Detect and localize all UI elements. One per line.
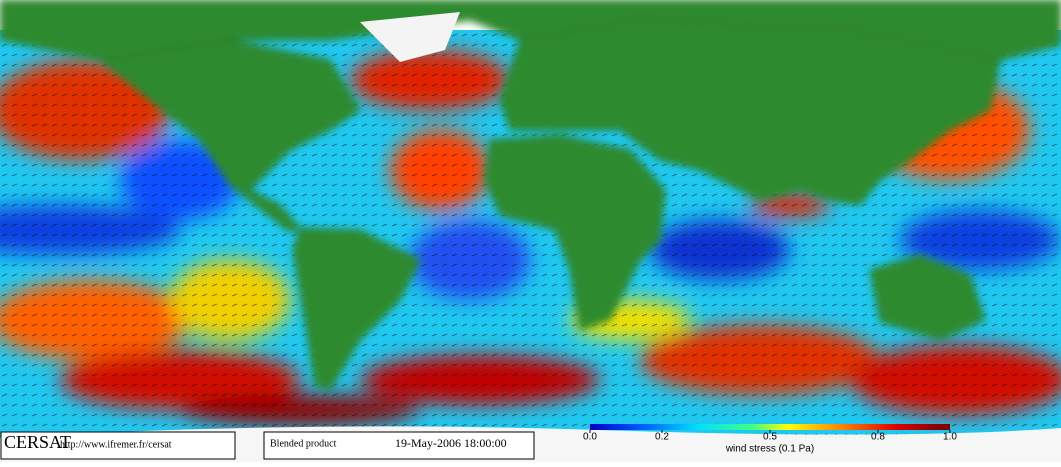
- greenland-ice: [360, 12, 460, 62]
- colorbar-tick-label: 1.0: [943, 432, 957, 443]
- colorbar-tick-label: 0.2: [655, 432, 669, 443]
- colorbar-tick-label: 0.0: [583, 432, 597, 443]
- colorbar-label: wind stress (0.1 Pa): [725, 444, 814, 455]
- date: 19-May-2006 18:00:00: [395, 436, 507, 450]
- url: http://www.ifremer.fr/cersat: [60, 439, 172, 450]
- land: [0, 0, 1061, 391]
- colorbar-tick-label: 0.5: [763, 432, 777, 443]
- colorbar-ramp: [590, 424, 950, 430]
- colorbar-tick-label: 0.8: [871, 432, 885, 443]
- footer: CERSAT http://www.ifremer.fr/cersat Blen…: [0, 431, 535, 460]
- product-box: [263, 431, 535, 460]
- product: Blended product: [270, 438, 337, 449]
- colorbar: wind stress (0.1 Pa) 0.0 0.2 0.5 0.8 1.0: [583, 424, 957, 455]
- logo: CERSAT: [4, 432, 71, 452]
- logo-box: [0, 431, 236, 460]
